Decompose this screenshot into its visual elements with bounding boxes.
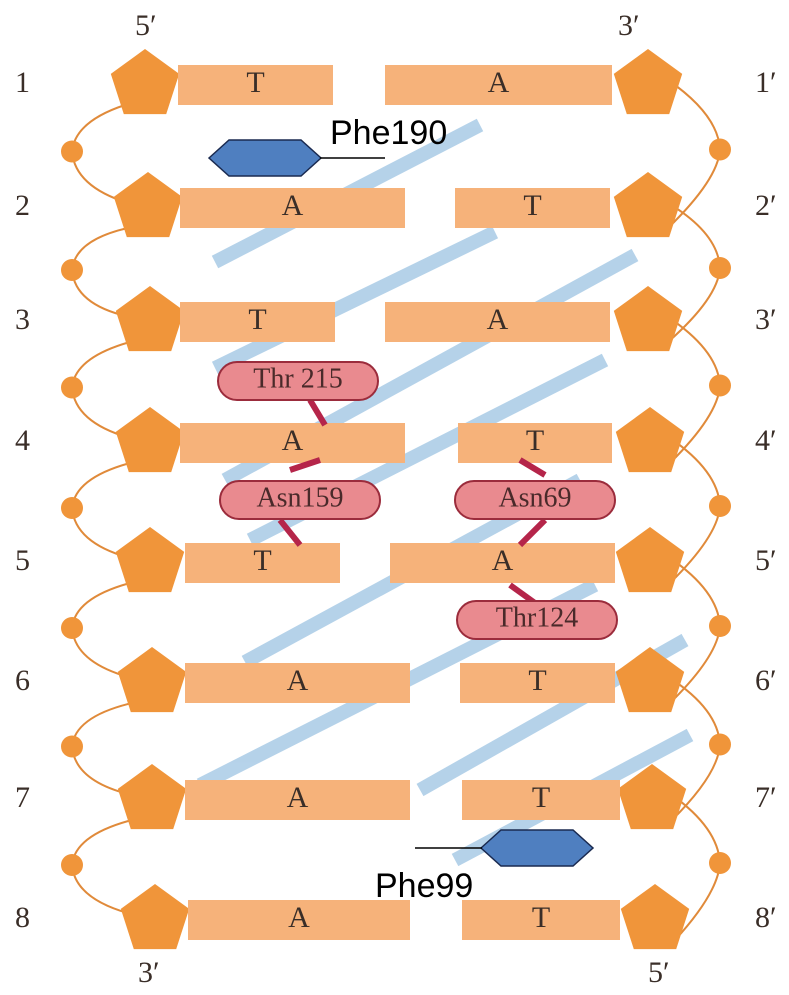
sugar bbox=[614, 286, 682, 351]
row-label: 3′ bbox=[755, 303, 777, 336]
sugar bbox=[614, 49, 682, 114]
phe-label: Phe190 bbox=[330, 114, 447, 152]
base-letter: A bbox=[282, 189, 304, 222]
row-label: 4 bbox=[15, 424, 30, 457]
phe-ring bbox=[209, 140, 321, 176]
phosphate bbox=[709, 139, 731, 161]
base-letter: A bbox=[488, 66, 510, 99]
row-label: 6′ bbox=[755, 664, 777, 697]
base-letter: A bbox=[288, 901, 310, 934]
strand-end: 3′ bbox=[618, 9, 640, 42]
phosphate bbox=[709, 257, 731, 279]
phosphate bbox=[61, 497, 83, 519]
base-letter: T bbox=[246, 66, 264, 99]
base-letter: A bbox=[487, 303, 509, 336]
sugar bbox=[116, 407, 184, 472]
sugar bbox=[621, 884, 689, 949]
row-label: 5 bbox=[15, 544, 30, 577]
row-label: 5′ bbox=[755, 544, 777, 577]
sugar bbox=[616, 647, 684, 712]
phosphate bbox=[709, 495, 731, 517]
row-label: 6 bbox=[15, 664, 30, 697]
residue-label: Thr 215 bbox=[253, 363, 342, 394]
sugar bbox=[116, 527, 184, 592]
base-letter: A bbox=[282, 424, 304, 457]
phe-label: Phe99 bbox=[375, 867, 473, 905]
sugar bbox=[118, 647, 186, 712]
base-letter: T bbox=[523, 189, 541, 222]
sugar bbox=[121, 884, 189, 949]
residue-label: Asn69 bbox=[498, 482, 571, 513]
contact bbox=[520, 520, 545, 545]
row-label: 8 bbox=[15, 901, 30, 934]
phosphate bbox=[61, 736, 83, 758]
sugar bbox=[614, 172, 682, 237]
base-letter: T bbox=[253, 544, 271, 577]
phosphate bbox=[61, 854, 83, 876]
row-label: 7 bbox=[15, 781, 30, 814]
row-label: 7′ bbox=[755, 781, 777, 814]
phosphate bbox=[709, 734, 731, 756]
contact bbox=[310, 400, 325, 425]
sugar bbox=[616, 407, 684, 472]
sugar bbox=[114, 172, 182, 237]
phosphate bbox=[709, 852, 731, 874]
base-letter: T bbox=[248, 303, 266, 336]
phosphate bbox=[709, 615, 731, 637]
row-label: 8′ bbox=[755, 901, 777, 934]
phe-ring bbox=[481, 830, 593, 866]
row-label: 2′ bbox=[755, 189, 777, 222]
base-letter: A bbox=[287, 664, 309, 697]
phosphate bbox=[61, 259, 83, 281]
residue-label: Thr124 bbox=[496, 602, 578, 633]
strand-end: 3′ bbox=[138, 956, 160, 989]
base-letter: A bbox=[492, 544, 514, 577]
row-label: 1 bbox=[15, 66, 30, 99]
phosphate bbox=[61, 141, 83, 163]
base-letter: T bbox=[532, 901, 550, 934]
residue-label: Asn159 bbox=[256, 482, 343, 513]
row-label: 1′ bbox=[755, 66, 777, 99]
row-label: 3 bbox=[15, 303, 30, 336]
sugar bbox=[111, 49, 179, 114]
base-letter: A bbox=[287, 781, 309, 814]
row-label: 2 bbox=[15, 189, 30, 222]
row-label: 4′ bbox=[755, 424, 777, 457]
base-letter: T bbox=[528, 664, 546, 697]
strand-end: 5′ bbox=[648, 956, 670, 989]
base-letter: T bbox=[526, 424, 544, 457]
sugar bbox=[118, 764, 186, 829]
base-letter: T bbox=[532, 781, 550, 814]
strand-end: 5′ bbox=[135, 9, 157, 42]
phosphate bbox=[709, 375, 731, 397]
sugar bbox=[116, 286, 184, 351]
phosphate bbox=[61, 617, 83, 639]
sugar bbox=[616, 527, 684, 592]
phosphate bbox=[61, 377, 83, 399]
diagram: T A 1 1′ A T 2 2′ T A 3 3′ A T 4 4′ T A 5 5′ A T 6 6′ A T 7 7′ A T 8 8′… bbox=[0, 0, 789, 995]
